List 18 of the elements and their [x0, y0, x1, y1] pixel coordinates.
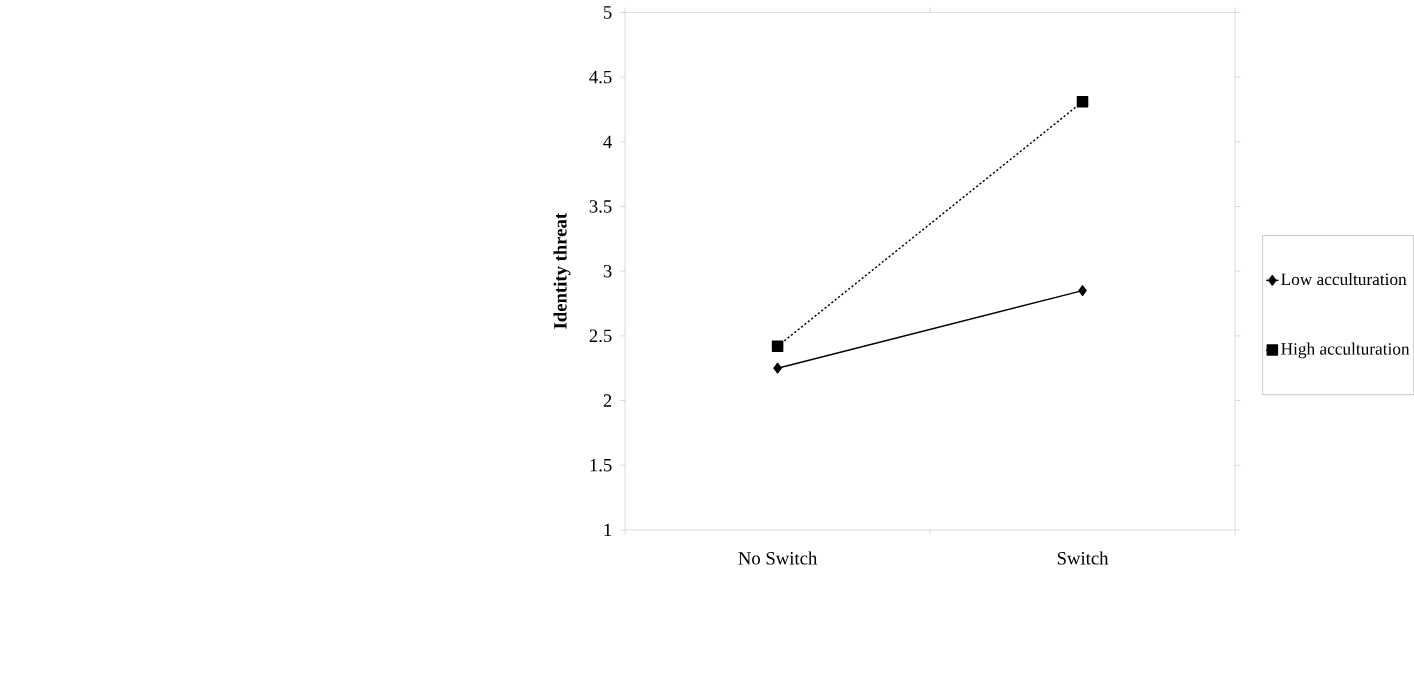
y-tick-label: 2.5: [589, 329, 612, 342]
y-tick-label: 4: [603, 135, 612, 148]
x-tick-label: Switch: [1057, 551, 1109, 565]
y-tick-label: 3.5: [589, 199, 612, 213]
point: [1076, 95, 1089, 108]
x-tick-label: No Switch: [738, 551, 818, 565]
y-tick-label: 4.5: [589, 70, 612, 84]
y-tick-label: 2: [603, 394, 612, 407]
y-tick-label: 5: [603, 6, 612, 19]
y-tick-label: 3: [603, 264, 612, 278]
point: [1078, 284, 1087, 296]
legend-label: High acculturation: [1281, 342, 1410, 359]
point: [773, 362, 782, 374]
y-tick-label: 1: [604, 523, 612, 536]
y-tick-label: 1.5: [590, 458, 612, 472]
y-axis-title: Identity threat: [553, 212, 571, 329]
legend-label: Low acculturation: [1281, 272, 1407, 285]
point: [771, 340, 784, 352]
